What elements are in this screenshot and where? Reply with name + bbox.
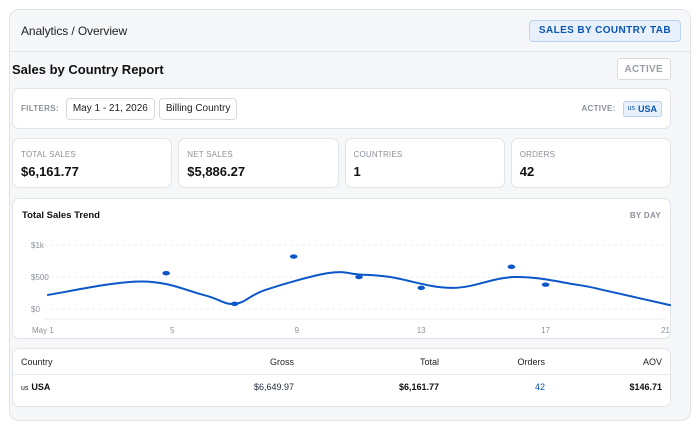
billing-country-filter[interactable]: Billing Country: [158, 97, 238, 120]
filters-label: FILTERS:: [21, 104, 59, 113]
sales-trend-line: [47, 271, 671, 307]
y-tick-label: $0: [31, 305, 40, 314]
us-flag-icon: us: [21, 385, 29, 392]
gross-cell: $6,649.97: [253, 382, 294, 392]
kpi-row: TOTAL SALES $6,161.77 NET SALES $5,886.2…: [12, 138, 671, 188]
active-country-chip[interactable]: us USA: [622, 100, 662, 117]
data-point[interactable]: [162, 270, 170, 276]
total-cell: $6,161.77: [398, 382, 439, 392]
orders-link[interactable]: 42: [534, 382, 545, 392]
table-row[interactable]: us USA $6,649.97 $6,161.77 42 $146.71: [13, 375, 670, 399]
x-tick-label: 21: [661, 326, 670, 335]
column-header-orders[interactable]: Orders: [517, 357, 545, 367]
active-filter-label: ACTIVE:: [581, 104, 616, 113]
status-badge: ACTIVE: [616, 58, 671, 80]
kpi-total-sales: TOTAL SALES $6,161.77: [12, 138, 173, 188]
kpi-value: $6,161.77: [21, 164, 79, 179]
sales-trend-chart-card: $1k $500 $0 May 1 5 9 13 17 21 Total Sales Trend…: [12, 198, 671, 339]
report-title: Sales by Country Report: [12, 61, 164, 77]
data-point[interactable]: [417, 285, 426, 291]
data-point[interactable]: [289, 254, 298, 259]
breadcrumb[interactable]: Analytics / Overview: [21, 23, 128, 38]
country-cell: us USA: [21, 382, 51, 392]
x-tick-label: 5: [170, 326, 175, 335]
chart-title: Total Sales Trend: [22, 210, 100, 221]
top-bar: Analytics / Overview SALES BY COUNTRY TA…: [10, 10, 690, 52]
data-point[interactable]: [355, 274, 363, 280]
kpi-value: 42: [519, 164, 535, 179]
kpi-label: NET SALES: [187, 150, 233, 159]
data-point[interactable]: [230, 301, 239, 307]
x-tick-label: 9: [295, 326, 300, 335]
date-range-filter[interactable]: May 1 - 21, 2026: [65, 97, 155, 120]
x-tick-label: May 1: [32, 326, 54, 335]
column-header-aov[interactable]: AOV: [642, 357, 662, 367]
data-point[interactable]: [541, 282, 550, 287]
kpi-orders: ORDERS 42: [510, 138, 671, 188]
x-tick-label: 13: [417, 326, 426, 335]
table-header-row: Country Gross Total Orders AOV: [13, 350, 670, 375]
country-table: Country Gross Total Orders AOV us USA $6,…: [12, 348, 671, 407]
kpi-value: $5,886.27: [187, 164, 246, 179]
kpi-label: COUNTRIES: [353, 150, 403, 159]
y-tick-label: $1k: [31, 241, 45, 250]
us-flag-icon: us: [627, 105, 635, 112]
kpi-countries: COUNTRIES 1: [344, 138, 505, 188]
kpi-label: TOTAL SALES: [21, 150, 76, 159]
chart-period[interactable]: BY DAY: [629, 211, 661, 220]
kpi-value: 1: [353, 164, 361, 179]
x-tick-label: 17: [541, 326, 550, 335]
column-header-gross[interactable]: Gross: [269, 357, 294, 367]
kpi-label: ORDERS: [519, 150, 556, 159]
data-point[interactable]: [507, 264, 516, 269]
filter-bar: FILTERS: May 1 - 21, 2026 Billing Countr…: [12, 88, 671, 129]
aov-cell: $146.71: [629, 382, 662, 392]
column-header-total[interactable]: Total: [419, 357, 439, 367]
active-country-label: USA: [637, 103, 657, 114]
sales-by-country-tab-button[interactable]: SALES BY COUNTRY TAB: [528, 19, 681, 42]
sales-trend-chart: $1k $500 $0 May 1 5 9 13 17 21: [31, 241, 671, 335]
column-header-country[interactable]: Country: [21, 357, 53, 367]
report-header: Sales by Country Report ACTIVE: [12, 55, 671, 83]
kpi-net-sales: NET SALES $5,886.27: [178, 138, 339, 188]
y-tick-label: $500: [31, 273, 49, 282]
